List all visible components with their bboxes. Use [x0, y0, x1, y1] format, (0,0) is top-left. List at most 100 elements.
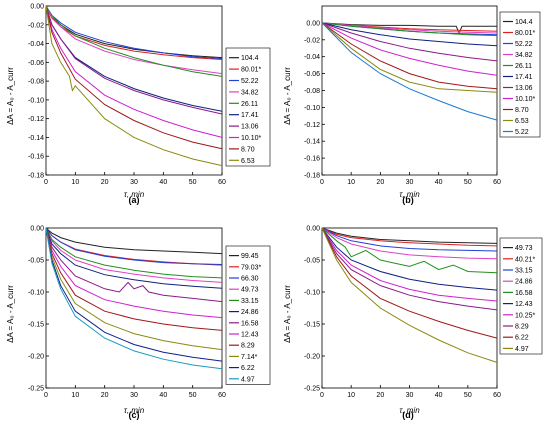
legend-label: 10.10*	[241, 135, 262, 142]
legend-box	[499, 237, 543, 355]
y-tick-label: -0.14	[28, 135, 44, 142]
y-tick-label: -0.05	[304, 258, 320, 265]
y-tick-label: -0.10	[304, 105, 320, 112]
series-line	[45, 5, 223, 167]
legend-label: 6.22	[241, 365, 255, 372]
series-line	[45, 227, 223, 362]
y-tick-label: -0.06	[304, 71, 320, 78]
x-tick-label: 50	[464, 179, 472, 186]
y-tick-label: 0.00	[30, 226, 44, 233]
series-line	[321, 227, 498, 302]
legend-label: 17.41	[515, 74, 533, 81]
legend-label: 16.58	[241, 320, 259, 327]
series-line	[45, 227, 223, 255]
y-tick-label: -0.16	[28, 154, 44, 161]
x-tick-label: 0	[44, 179, 48, 186]
x-tick-label: 50	[189, 392, 197, 399]
legend-label: 13.06	[241, 124, 259, 131]
series-line	[321, 227, 498, 339]
y-tick-label: -0.02	[304, 37, 320, 44]
legend-label: 6.53	[515, 118, 529, 125]
legend-label: 34.82	[515, 52, 533, 59]
series-line	[321, 227, 498, 260]
y-tick-label: -0.20	[304, 354, 320, 361]
series-line	[321, 227, 498, 252]
legend-label: 8.29	[515, 324, 529, 331]
x-axis-label: τ, min	[124, 406, 145, 415]
series-line	[45, 227, 223, 319]
legend-label: 24.86	[241, 309, 259, 316]
y-tick-label: -0.25	[28, 386, 44, 393]
legend-label: 33.15	[515, 268, 533, 275]
series-line	[321, 22, 498, 93]
series-line	[45, 227, 223, 289]
legend-label: 104.4	[515, 19, 533, 26]
legend-label: 26.11	[241, 101, 258, 108]
panel-label: (c)	[129, 410, 140, 420]
x-tick-label: 40	[159, 179, 167, 186]
y-tick-label: 0.00	[306, 20, 320, 27]
legend-label: 79.03*	[241, 264, 262, 271]
x-tick-label: 0	[320, 179, 324, 186]
series-line	[321, 22, 498, 90]
x-tick-label: 0	[320, 392, 324, 399]
y-tick-label: -0.10	[28, 290, 44, 297]
series-line	[45, 5, 223, 77]
legend-label: 8.70	[515, 107, 529, 114]
y-tick-label: -0.08	[28, 79, 44, 86]
y-tick-label: -0.15	[304, 322, 320, 329]
legend-label: 66.30	[241, 276, 259, 283]
y-axis-label: ΔA = A₀ - A_curr	[283, 285, 292, 343]
x-tick-label: 30	[130, 392, 138, 399]
legend-label: 8.70	[241, 146, 255, 153]
series-line	[321, 22, 498, 37]
y-tick-label: 0.00	[30, 4, 44, 11]
legend-label: 104.4	[241, 55, 259, 62]
x-tick-label: 50	[189, 179, 197, 186]
x-tick-label: 60	[218, 179, 226, 186]
y-tick-label: -0.02	[28, 22, 44, 29]
legend-box	[225, 47, 271, 167]
x-tick-label: 50	[464, 392, 472, 399]
legend-label: 24.86	[515, 279, 533, 286]
series-line	[45, 227, 223, 303]
series-line	[45, 227, 223, 370]
x-tick-label: 60	[218, 392, 226, 399]
y-tick-label: -0.10	[304, 290, 320, 297]
legend-label: 6.53	[241, 158, 255, 165]
y-tick-label: -0.04	[304, 54, 320, 61]
legend-label: 4.97	[515, 346, 529, 353]
x-axis-label: τ, min	[399, 190, 420, 199]
y-tick-label: -0.25	[304, 386, 320, 393]
y-axis-label: ΔA = A₀ - A_curr	[6, 67, 15, 125]
series-line	[45, 227, 223, 265]
legend-label: 4.97	[241, 376, 255, 383]
series-line	[45, 5, 223, 138]
x-tick-label: 10	[71, 179, 79, 186]
legend-label: 49.73	[241, 287, 259, 294]
x-tick-label: 40	[159, 392, 167, 399]
legend-label: 34.82	[241, 89, 259, 96]
legend-label: 17.41	[241, 112, 259, 119]
series-line	[321, 227, 498, 247]
panel-label: (b)	[402, 195, 414, 205]
x-tick-label: 40	[435, 179, 443, 186]
legend-label: 7.14*	[241, 354, 258, 361]
y-tick-label: -0.12	[304, 122, 320, 129]
chart-panel: 0 10 20 30 40 50 60 0.00 -0.05 -0.10 -0.15 -0.20 -0.…	[283, 226, 543, 420]
y-tick-label: -0.04	[28, 41, 44, 48]
legend-label: 12.43	[241, 332, 259, 339]
legend-label: 6.22	[515, 335, 529, 342]
legend-label: 40.21*	[515, 256, 536, 263]
legend-label: 99.45	[241, 253, 259, 260]
legend-label: 33.15	[241, 298, 259, 305]
series-line	[321, 22, 498, 47]
x-tick-label: 30	[130, 179, 138, 186]
y-axis-label: ΔA = A₀ - A_curr	[283, 67, 292, 125]
series-line	[45, 5, 223, 75]
series-line	[45, 5, 223, 112]
y-tick-label: -0.05	[28, 258, 44, 265]
legend-label: 10.10*	[515, 96, 536, 103]
x-tick-label: 20	[101, 392, 109, 399]
